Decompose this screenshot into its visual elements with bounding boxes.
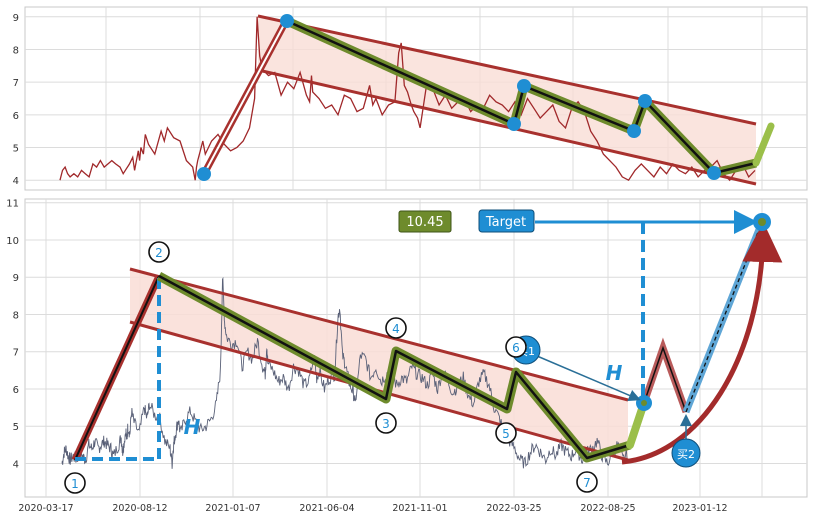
detail-rally-leg-core bbox=[74, 275, 160, 461]
pivot-label-2-text: 2 bbox=[155, 246, 163, 260]
detail-zigzag-core bbox=[158, 274, 631, 460]
target-value-box bbox=[398, 210, 452, 233]
detail-x-tick-label: 2020-03-17 bbox=[18, 503, 73, 514]
pivot-label-6: 6 bbox=[505, 336, 527, 358]
h-label-left: H bbox=[184, 415, 201, 439]
overview-y-tick-label: 7 bbox=[13, 78, 19, 89]
detail-x-tick-label: 2021-11-01 bbox=[392, 503, 447, 514]
pivot-label-4-text: 4 bbox=[392, 322, 400, 336]
detail-x-tick-label: 2021-06-04 bbox=[299, 503, 354, 514]
detail-y-tick-label: 7 bbox=[13, 348, 19, 359]
detail-x-tick-label: 2022-03-25 bbox=[486, 503, 541, 514]
overview-pivot-5 bbox=[627, 124, 641, 138]
buy1-point-core bbox=[641, 400, 647, 406]
pivot-label-4: 4 bbox=[385, 317, 407, 339]
detail-channel-upper bbox=[129, 267, 629, 402]
detail-panel: 4 5 6 7 8 9 10 11 2020-03-17 2020-08-12 2021-01-0… bbox=[6, 198, 808, 514]
pivot-label-3: 3 bbox=[375, 412, 397, 434]
buy2-badge bbox=[671, 438, 701, 468]
detail-y-tick-label: 11 bbox=[6, 199, 19, 210]
overview-pivot-7 bbox=[707, 166, 721, 180]
detail-y-tick-label: 8 bbox=[13, 310, 19, 321]
pivot-label-5-text: 5 bbox=[502, 427, 510, 441]
pivot-label-1-text: 1 bbox=[71, 477, 79, 491]
overview-pivot-4 bbox=[517, 79, 531, 93]
detail-x-ticks: 2020-03-17 2020-08-12 2021-01-07 2021-06-04… bbox=[18, 503, 727, 514]
buy2-label: 买2 bbox=[677, 448, 695, 461]
detail-y-tick-label: 4 bbox=[13, 459, 19, 470]
pivot-label-7: 7 bbox=[576, 471, 598, 493]
target-value-text: 10.45 bbox=[406, 215, 443, 230]
overview-channel-lower bbox=[257, 68, 757, 186]
overview-pivot-2 bbox=[280, 14, 294, 28]
target-label-box bbox=[478, 209, 535, 233]
pivot-label-2: 2 bbox=[148, 241, 170, 263]
detail-y-tick-label: 10 bbox=[6, 236, 19, 247]
detail-y-tick-label: 5 bbox=[13, 422, 19, 433]
overview-y-tick-label: 9 bbox=[13, 13, 19, 24]
target-point-core bbox=[758, 218, 766, 226]
detail-y-tick-label: 6 bbox=[13, 385, 19, 396]
overview-panel: 4 5 6 7 8 9 bbox=[13, 6, 808, 191]
overview-pivot-3 bbox=[507, 117, 521, 131]
overview-y-ticks: 4 5 6 7 8 9 bbox=[13, 13, 19, 187]
detail-curve-arrow bbox=[621, 222, 783, 465]
overview-y-tick-label: 5 bbox=[13, 144, 19, 155]
pivot-label-5: 5 bbox=[495, 422, 517, 444]
pivot-label-7-text: 7 bbox=[583, 476, 591, 490]
detail-channel-fill bbox=[130, 269, 628, 460]
target-label-text: Target bbox=[485, 215, 526, 230]
buy1-pointer bbox=[536, 355, 641, 401]
detail-x-tick-label: 2020-08-12 bbox=[112, 503, 167, 514]
pivot-label-6-text: 6 bbox=[512, 341, 520, 355]
h-label-right: H bbox=[606, 361, 623, 385]
pivot-label-1: 1 bbox=[64, 472, 86, 494]
overview-price-line bbox=[59, 16, 756, 182]
overview-y-tick-label: 4 bbox=[13, 176, 19, 187]
detail-y-ticks: 4 5 6 7 8 9 10 11 bbox=[6, 199, 19, 471]
overview-y-tick-label: 8 bbox=[13, 45, 19, 56]
pivot-label-3-text: 3 bbox=[382, 417, 390, 431]
overview-projection bbox=[752, 122, 775, 167]
detail-x-tick-label: 2023-01-12 bbox=[672, 503, 727, 514]
detail-y-tick-label: 9 bbox=[13, 273, 19, 284]
detail-x-tick-label: 2021-01-07 bbox=[205, 503, 260, 514]
overview-pivot-6 bbox=[638, 94, 652, 108]
detail-pullback-core bbox=[643, 345, 687, 413]
detail-x-tick-label: 2022-08-25 bbox=[580, 503, 635, 514]
overview-channel-fill bbox=[258, 16, 756, 184]
overview-rally-leg-core bbox=[203, 20, 287, 175]
overview-channel-upper bbox=[257, 14, 757, 126]
overview-pivot-1 bbox=[197, 167, 211, 181]
overview-y-tick-label: 6 bbox=[13, 111, 19, 122]
